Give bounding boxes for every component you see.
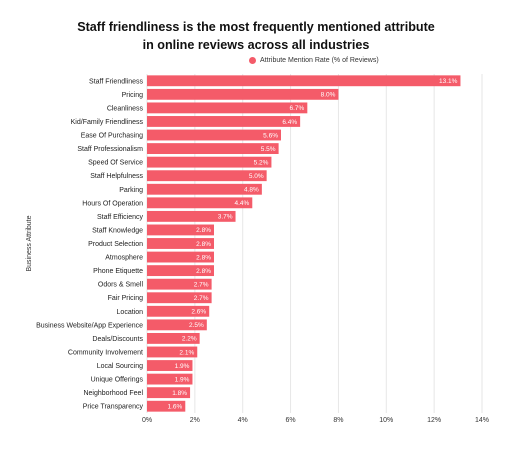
bar	[147, 278, 212, 290]
bar	[147, 183, 262, 195]
x-tick-label: 4%	[238, 417, 248, 424]
x-tick-label: 12%	[427, 417, 441, 424]
category-label: Pricing	[122, 92, 144, 99]
value-label: 2.8%	[196, 227, 211, 234]
category-label: Staff Helpfulness	[90, 173, 143, 180]
value-label: 2.7%	[194, 281, 209, 288]
bar	[147, 319, 207, 331]
value-label: 2.8%	[196, 254, 211, 261]
category-label: Cleanliness	[107, 105, 144, 112]
value-label: 1.9%	[175, 376, 190, 383]
bar	[147, 251, 214, 263]
category-label: Staff Friendliness	[89, 78, 143, 85]
category-label: Price Transparency	[83, 404, 144, 411]
value-label: 8.0%	[321, 92, 336, 99]
bar	[147, 332, 200, 344]
bar	[147, 156, 272, 168]
chart-title: Staff friendliness is the most frequentl…	[0, 18, 512, 54]
bar	[147, 400, 186, 412]
category-label: Community Involvement	[68, 349, 143, 356]
bar	[147, 75, 461, 87]
y-axis-title: Business Attribute	[26, 215, 33, 271]
legend-label: Attribute Mention Rate (% of Reviews)	[260, 57, 379, 64]
category-label: Odors & Smell	[98, 282, 144, 289]
value-label: 13.1%	[439, 78, 458, 85]
value-label: 6.7%	[289, 105, 304, 112]
value-label: 1.8%	[172, 390, 187, 397]
value-label: 5.0%	[249, 173, 264, 180]
bar	[147, 360, 193, 371]
bar	[147, 346, 198, 358]
x-tick-label: 2%	[190, 417, 200, 424]
x-tick-label: 0%	[142, 417, 152, 424]
category-label: Speed Of Service	[88, 160, 143, 167]
value-label: 4.8%	[244, 187, 259, 194]
x-tick-label: 14%	[475, 417, 489, 424]
bar	[147, 102, 308, 114]
bar	[147, 143, 279, 155]
x-tick-label: 8%	[333, 417, 343, 424]
bar	[147, 116, 301, 127]
bar	[147, 265, 214, 277]
value-label: 5.2%	[254, 159, 269, 166]
category-label: Product Selection	[88, 241, 143, 248]
bar	[147, 387, 191, 399]
value-label: 5.5%	[261, 146, 276, 153]
category-label: Fair Pricing	[108, 295, 144, 302]
bar	[147, 210, 236, 222]
category-label: Business Website/App Experience	[36, 322, 143, 329]
category-label: Kid/Family Friendliness	[71, 119, 144, 126]
bar	[147, 129, 281, 141]
value-label: 5.6%	[263, 132, 278, 139]
category-label: Staff Efficiency	[97, 214, 144, 221]
value-label: 1.9%	[175, 363, 190, 370]
x-tick-label: 10%	[379, 417, 393, 424]
value-label: 2.1%	[179, 349, 194, 356]
bar	[147, 373, 193, 385]
category-label: Parking	[119, 187, 143, 194]
value-label: 2.2%	[182, 336, 197, 343]
bar	[147, 238, 214, 249]
chart-legend: Attribute Mention Rate (% of Reviews)	[249, 57, 379, 64]
value-label: 2.8%	[196, 268, 211, 275]
value-label: 1.6%	[167, 404, 182, 411]
value-label: 2.8%	[196, 241, 211, 248]
bar	[147, 292, 212, 304]
chart-title-line1: Staff friendliness is the most frequentl…	[77, 20, 435, 34]
category-label: Staff Professionalism	[77, 146, 143, 153]
value-label: 2.6%	[191, 309, 206, 316]
bar	[147, 224, 214, 236]
bar	[147, 305, 210, 317]
category-label: Deals/Discounts	[92, 336, 143, 343]
value-label: 2.5%	[189, 322, 204, 329]
legend-swatch	[249, 57, 256, 64]
category-label: Unique Offerings	[91, 377, 144, 384]
category-label: Ease Of Purchasing	[81, 133, 143, 140]
x-tick-label: 6%	[286, 417, 296, 424]
category-label: Staff Knowledge	[92, 227, 143, 234]
value-label: 3.7%	[218, 214, 233, 221]
bar	[147, 197, 253, 209]
bar	[147, 170, 267, 182]
bar	[147, 88, 339, 100]
category-label: Atmosphere	[105, 255, 143, 262]
value-label: 6.4%	[282, 119, 297, 126]
category-label: Local Sourcing	[97, 363, 143, 370]
chart-title-line2: in online reviews across all industries	[142, 38, 370, 52]
category-label: Location	[117, 309, 144, 316]
category-label: Neighborhood Feel	[83, 390, 143, 397]
category-label: Phone Etiquette	[93, 268, 143, 275]
value-label: 2.7%	[194, 295, 209, 302]
value-label: 4.4%	[234, 200, 249, 207]
category-label: Hours Of Operation	[82, 200, 143, 207]
